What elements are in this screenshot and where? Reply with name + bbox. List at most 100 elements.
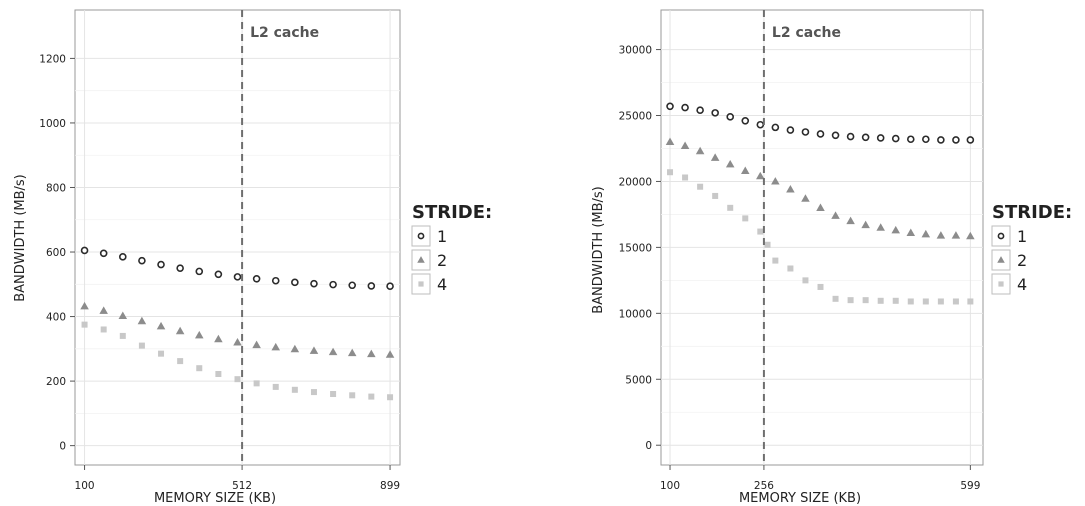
data-point-stride-4 bbox=[757, 228, 764, 235]
data-point-stride-4 bbox=[349, 392, 356, 399]
legend-marker-stride-2 bbox=[997, 256, 1005, 263]
data-point-stride-4 bbox=[877, 297, 884, 304]
data-point-stride-1 bbox=[966, 136, 975, 144]
data-point-stride-4 bbox=[272, 383, 279, 390]
data-point-stride-2 bbox=[951, 231, 961, 239]
data-point-stride-1 bbox=[891, 134, 900, 143]
legend-marker-stride-1 bbox=[997, 232, 1005, 240]
data-point-stride-4 bbox=[802, 277, 809, 284]
data-point-stride-2 bbox=[290, 344, 300, 353]
data-point-stride-1 bbox=[367, 282, 376, 290]
data-point-stride-4 bbox=[862, 297, 869, 304]
y-axis-label: BANDWIDTH (MB/s) bbox=[13, 174, 28, 302]
data-point-stride-4 bbox=[387, 394, 394, 401]
data-point-stride-4 bbox=[764, 241, 771, 248]
x-tick-label: 599 bbox=[960, 480, 980, 492]
y-tick-label: 600 bbox=[46, 247, 66, 259]
grid bbox=[75, 10, 400, 465]
data-point-stride-4 bbox=[215, 371, 222, 377]
data-point-stride-2 bbox=[665, 137, 675, 145]
data-point-stride-2 bbox=[771, 177, 780, 185]
grid bbox=[661, 10, 983, 465]
data-point-stride-4 bbox=[892, 297, 899, 304]
data-point-stride-2 bbox=[936, 231, 946, 239]
legend-marker-stride-4 bbox=[998, 281, 1004, 287]
x-tick-label: 100 bbox=[660, 480, 680, 492]
data-point-stride-4 bbox=[697, 183, 704, 190]
data-point-stride-4 bbox=[158, 350, 165, 357]
data-point-stride-4 bbox=[330, 391, 337, 398]
y-tick-label: 800 bbox=[46, 182, 66, 194]
data-point-stride-1 bbox=[876, 134, 885, 142]
data-point-stride-1 bbox=[233, 273, 242, 281]
data-point-stride-2 bbox=[756, 171, 765, 180]
data-point-stride-2 bbox=[385, 350, 395, 358]
data-point-stride-4 bbox=[667, 169, 674, 176]
data-point-stride-1 bbox=[771, 123, 780, 132]
data-point-stride-1 bbox=[741, 116, 750, 125]
legend-label: 2 bbox=[1017, 251, 1027, 270]
data-point-stride-1 bbox=[271, 276, 280, 285]
data-point-stride-1 bbox=[786, 126, 795, 134]
legend-label: 4 bbox=[437, 275, 447, 294]
chart-small-memory: L2 cache 0 200 400 600 800 1000 1200 100 512 899… bbox=[13, 9, 492, 506]
chart-large-memory: L2 cache 050001000015000200002500030000 … bbox=[591, 9, 1072, 506]
data-points bbox=[665, 102, 975, 305]
data-point-stride-1 bbox=[922, 135, 930, 144]
data-point-stride-2 bbox=[347, 348, 357, 357]
plot-background bbox=[74, 9, 401, 466]
data-point-stride-4 bbox=[291, 386, 298, 393]
data-points bbox=[80, 246, 395, 401]
y-tick-label: 1000 bbox=[39, 118, 66, 130]
data-point-stride-1 bbox=[816, 130, 825, 138]
x-axis-label: MEMORY SIZE (KB) bbox=[739, 491, 861, 506]
y-axis-label: BANDWIDTH (MB/s) bbox=[591, 186, 606, 314]
data-point-stride-1 bbox=[118, 253, 127, 261]
data-point-stride-4 bbox=[742, 215, 749, 222]
y-tick-label: 0 bbox=[645, 440, 652, 452]
data-point-stride-1 bbox=[80, 246, 89, 255]
data-point-stride-2 bbox=[194, 330, 204, 339]
data-point-stride-2 bbox=[233, 338, 242, 346]
x-tick-labels: 100 512 899 bbox=[75, 465, 400, 492]
data-point-stride-4 bbox=[832, 295, 839, 302]
y-tick-label: 0 bbox=[59, 441, 66, 453]
data-point-stride-2 bbox=[214, 334, 223, 343]
data-point-stride-4 bbox=[196, 365, 203, 372]
data-point-stride-1 bbox=[756, 120, 765, 129]
data-point-stride-1 bbox=[310, 279, 318, 288]
data-point-stride-4 bbox=[177, 358, 184, 365]
data-point-stride-2 bbox=[99, 306, 108, 314]
y-tick-label: 5000 bbox=[625, 374, 652, 386]
data-point-stride-1 bbox=[696, 106, 704, 115]
data-point-stride-2 bbox=[786, 185, 795, 193]
data-point-stride-4 bbox=[787, 265, 794, 272]
data-point-stride-2 bbox=[137, 316, 147, 325]
data-point-stride-4 bbox=[937, 298, 944, 305]
data-point-stride-1 bbox=[252, 275, 261, 283]
l2-cache-label: L2 cache bbox=[772, 25, 841, 41]
data-point-stride-4 bbox=[712, 192, 719, 199]
legend-marker-stride-4 bbox=[418, 281, 424, 287]
data-point-stride-4 bbox=[847, 297, 854, 304]
plot-background bbox=[660, 9, 984, 466]
y-tick-label: 10000 bbox=[619, 308, 652, 320]
legend-title: STRIDE: bbox=[992, 202, 1072, 223]
data-point-stride-1 bbox=[861, 133, 870, 142]
data-point-stride-4 bbox=[967, 298, 974, 305]
legend: STRIDE: 1 2 4 bbox=[991, 202, 1072, 295]
data-point-stride-1 bbox=[726, 113, 735, 121]
x-tick-labels: 100 256 599 bbox=[660, 465, 980, 492]
data-point-stride-2 bbox=[966, 231, 975, 240]
data-point-stride-1 bbox=[711, 109, 719, 117]
data-point-stride-4 bbox=[100, 326, 107, 333]
data-point-stride-4 bbox=[253, 380, 260, 387]
data-point-stride-2 bbox=[156, 321, 166, 330]
data-point-stride-4 bbox=[119, 332, 126, 339]
data-point-stride-4 bbox=[310, 389, 317, 396]
data-point-stride-1 bbox=[329, 280, 337, 289]
data-point-stride-2 bbox=[118, 311, 128, 320]
data-point-stride-2 bbox=[921, 229, 931, 238]
data-point-stride-2 bbox=[846, 216, 855, 225]
